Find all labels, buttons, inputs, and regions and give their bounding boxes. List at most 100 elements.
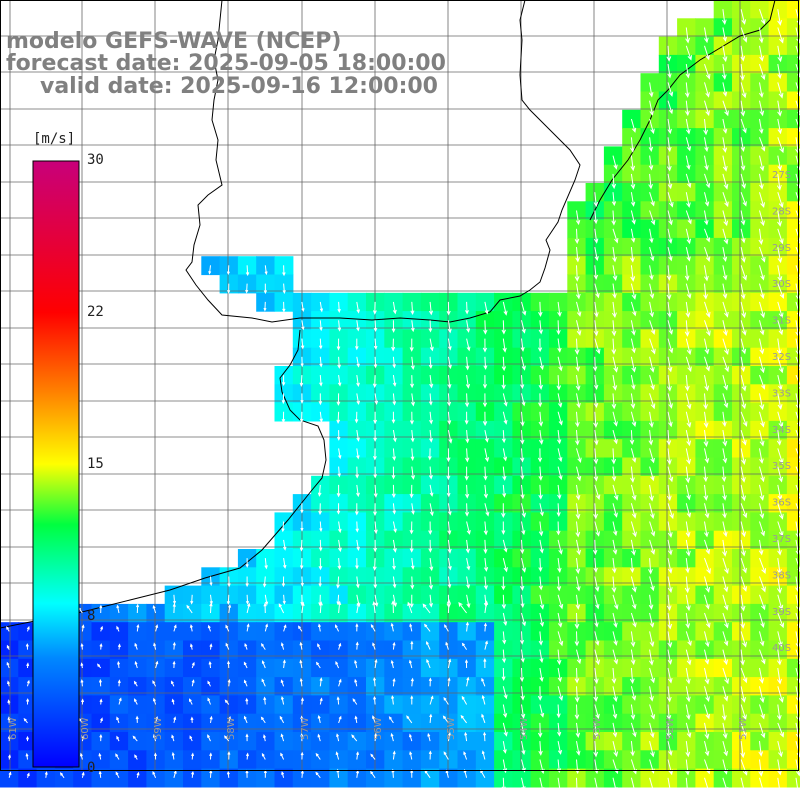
wind-arrow (722, 155, 728, 172)
wind-arrow (575, 594, 581, 610)
wind-cell (146, 713, 166, 733)
wind-arrow (501, 356, 507, 372)
wind-arrow (630, 466, 635, 483)
wind-arrow (593, 503, 598, 520)
lon-label: 61W (8, 717, 19, 740)
wind-arrow (391, 695, 395, 705)
wind-arrow (392, 375, 397, 387)
wind-cell (384, 732, 404, 751)
wind-arrow (612, 521, 618, 537)
wind-arrow (373, 411, 378, 425)
wind-arrow (740, 759, 748, 776)
wind-arrow (722, 539, 728, 557)
wind-cell (366, 677, 385, 696)
wind-arrow (557, 558, 562, 573)
wind-arrow (171, 734, 175, 742)
wind-arrow (356, 375, 360, 388)
wind-arrow (685, 612, 691, 629)
wind-arrow (685, 686, 691, 703)
grid-labels: 61W 60W 59W 58W 57W 56W 55W 54W 53W 52W 51W 27S 28S 2… (8, 170, 791, 740)
wind-cell (256, 603, 276, 623)
wind-cell (402, 768, 422, 788)
wind-cell (146, 658, 166, 678)
wind-arrow (722, 228, 729, 245)
wind-cell (457, 677, 477, 696)
wind-arrow (315, 752, 321, 760)
wind-arrow (501, 576, 506, 591)
wind-cell (237, 677, 257, 696)
wind-cell (457, 603, 477, 623)
wind-arrow (447, 375, 452, 389)
wind-arrow (722, 649, 728, 666)
wind-arrow (703, 411, 709, 429)
wind-arrow (612, 484, 619, 501)
wind-cell (256, 658, 276, 678)
wind-arrow (502, 704, 508, 719)
wind-arrow (649, 320, 656, 335)
wind-arrow (776, 173, 782, 191)
wind-arrow (189, 735, 193, 742)
wind-cell (366, 603, 385, 623)
wind-arrow (465, 484, 470, 499)
valid-date: valid date: 2025-09-16 12:00:00 (40, 74, 438, 99)
wind-arrow (777, 594, 784, 611)
wind-arrow (703, 265, 709, 282)
wind-arrow (280, 679, 285, 687)
wind-arrow (319, 521, 323, 533)
wind-arrow (521, 521, 526, 536)
wind-arrow (759, 338, 765, 355)
wind-arrow (574, 612, 580, 630)
wind-arrow (337, 539, 342, 553)
lat-label: 40S (772, 643, 791, 654)
wind-arrow (410, 466, 416, 480)
wind-cell (219, 603, 239, 623)
wind-arrow (391, 466, 396, 480)
wind-arrow (557, 466, 563, 481)
wind-arrow (225, 624, 230, 632)
wind-arrow (759, 521, 765, 537)
wind-arrow (186, 604, 193, 614)
wind-arrow (740, 521, 746, 538)
wind-cell (384, 677, 404, 696)
wind-arrow (410, 640, 414, 650)
wind-arrow (685, 301, 691, 318)
wind-arrow (740, 484, 746, 502)
wind-arrow (26, 772, 30, 778)
wind-arrow (666, 430, 672, 446)
wind-arrow (704, 338, 710, 355)
wind-arrow (648, 649, 654, 666)
wind-arrow (722, 45, 728, 63)
wind-cell (18, 622, 38, 642)
wind-arrow (630, 247, 635, 263)
wind-arrow (759, 503, 765, 520)
wind-cell (384, 713, 404, 733)
wind-cell (0, 640, 19, 660)
wind-cell (420, 658, 440, 678)
wind-arrow (443, 624, 449, 632)
wind-arrow (520, 594, 525, 609)
wind-arrow (777, 411, 784, 429)
wind-arrow (208, 265, 212, 275)
wind-arrow (481, 694, 486, 705)
wind-arrow (520, 430, 525, 445)
wind-cell (256, 640, 276, 660)
wind-cell (329, 603, 349, 623)
wind-arrow (667, 320, 673, 335)
wind-arrow (264, 594, 269, 606)
wind-arrow (777, 192, 784, 208)
wind-arrow (300, 697, 304, 705)
wind-arrow (245, 594, 250, 605)
wind-arrow (356, 301, 360, 314)
wind-cell (786, 402, 800, 422)
wind-arrow (98, 770, 102, 778)
wind-arrow (132, 735, 138, 742)
wind-arrow (44, 771, 48, 778)
wind-arrow (740, 173, 746, 190)
wind-arrow (25, 643, 29, 650)
wind-arrow (373, 539, 378, 553)
wind-arrow (648, 430, 654, 446)
wind-arrow (483, 731, 487, 742)
wind-arrow (611, 210, 616, 226)
wind-arrow (483, 484, 488, 499)
